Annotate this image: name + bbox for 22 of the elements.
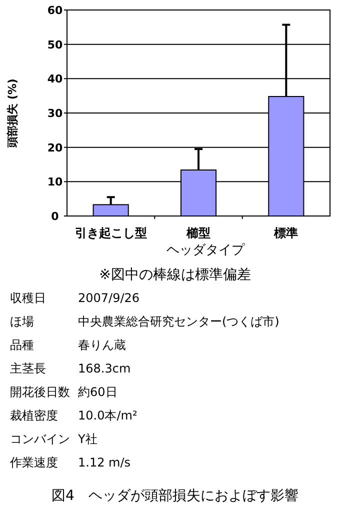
- text: コンバイン Y社: [10, 432, 98, 446]
- x-axis-title: ヘッダタイプ: [166, 243, 246, 258]
- text: 裁植密度 10.0本/m²: [10, 408, 138, 422]
- y-tick-label: 30: [47, 107, 63, 120]
- text: 収穫日 2007/9/26: [10, 291, 140, 305]
- text: ほ場 中央農業総合研究センター(つくば市): [10, 314, 280, 328]
- x-tick-label: 標準: [273, 226, 298, 240]
- y-tick-label: 20: [47, 141, 63, 154]
- y-axis-title: 頭部損失 (%): [6, 78, 19, 148]
- text: 品種 春りん蔵: [10, 338, 126, 352]
- y-tick-label: 0: [51, 210, 60, 223]
- y-tick-label: 50: [47, 38, 63, 52]
- y-tick-label: 60: [47, 4, 63, 17]
- text: ※図中の棒線は標準偏差: [99, 267, 251, 283]
- text: 作業速度 1.12 m/s: [10, 456, 131, 470]
- text: 主茎長 168.3cm: [10, 362, 131, 376]
- x-tick-label: 櫛型: [186, 226, 210, 240]
- y-tick-label: 10: [47, 176, 63, 189]
- text: 図4 ヘッダが頭部損失におよぼす影響: [52, 488, 298, 504]
- y-tick-label: 40: [47, 72, 63, 86]
- x-tick-label: 引き起こし型: [74, 226, 147, 240]
- text: 開花後日数 約60日: [10, 385, 118, 399]
